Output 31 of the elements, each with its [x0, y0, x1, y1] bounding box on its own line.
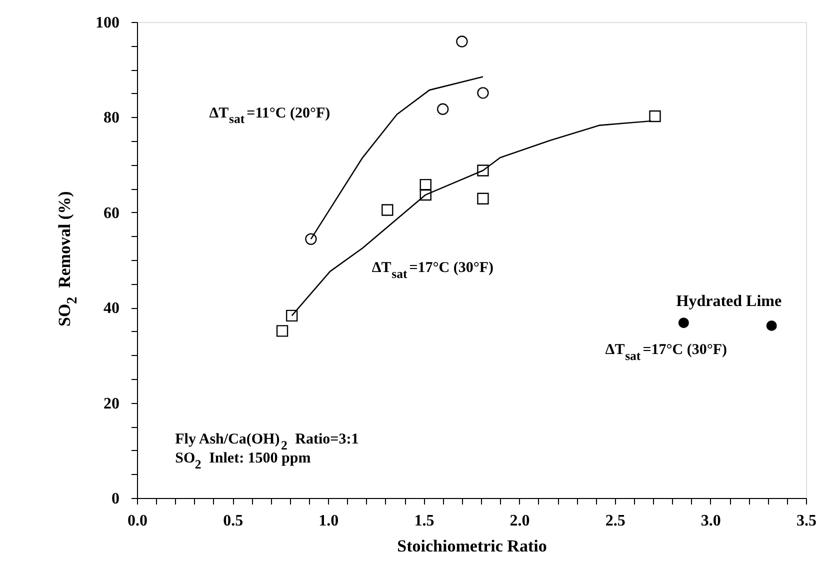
point: [276, 325, 288, 337]
x-tick-label: 3.0: [700, 512, 721, 530]
y-tick-label: 60: [104, 204, 120, 222]
y-tick-label: 100: [96, 14, 120, 32]
point: [477, 87, 489, 99]
x-tick-label: 3.5: [796, 512, 816, 530]
y-axis-title: SO2 Removal (%): [55, 191, 81, 326]
point: [678, 318, 689, 328]
point: [477, 164, 489, 176]
y-tick-label: 0: [112, 490, 120, 508]
y-tick-label: 20: [104, 395, 120, 412]
x-tick-label: 0.0: [128, 512, 148, 530]
point: [456, 36, 468, 48]
point: [286, 310, 298, 322]
x-tick-label: 0.5: [223, 512, 244, 530]
point: [766, 320, 777, 331]
x-tick-label: 1.5: [414, 512, 434, 530]
x-tick-label: 1.0: [318, 512, 339, 530]
series-label: Hydrated Lime: [676, 292, 782, 310]
point: [436, 103, 449, 115]
y-tick-label: 40: [104, 300, 120, 318]
x-axis-title: Stoichiometric Ratio: [397, 536, 547, 556]
point: [382, 204, 394, 216]
point: [649, 110, 661, 122]
point: [420, 178, 432, 191]
y-tick-label: 80: [104, 110, 120, 127]
point: [305, 233, 317, 245]
point: [420, 188, 432, 201]
x-tick-label: 2.5: [605, 512, 626, 530]
x-tick-label: 2.0: [510, 512, 530, 530]
point: [477, 192, 489, 204]
